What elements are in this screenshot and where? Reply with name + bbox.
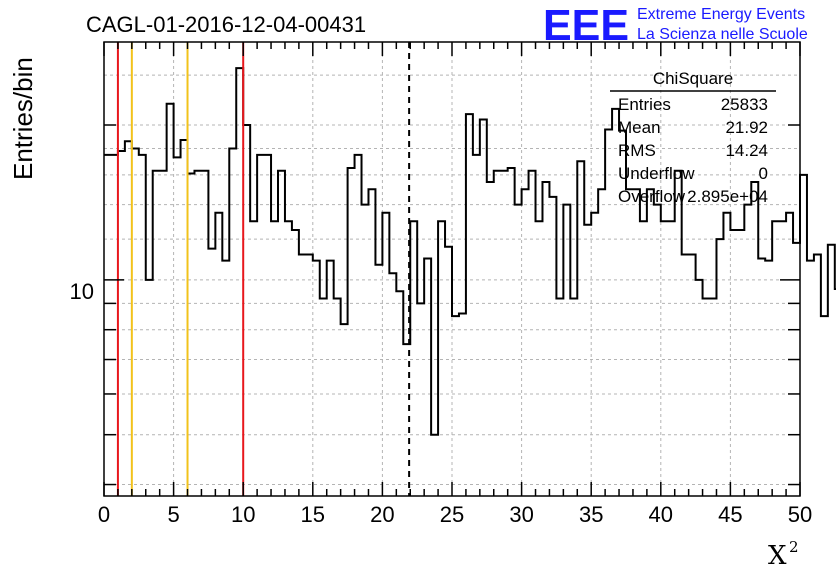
stats-title: ChiSquare	[653, 69, 733, 88]
x-axis-label-main: X	[768, 541, 787, 571]
axis-ticks	[103, 42, 801, 496]
grid-lines	[104, 42, 800, 496]
histogram-outline	[104, 67, 836, 436]
stats-label-underflow: Underflow	[618, 164, 695, 183]
x-tick-label-10: 10	[231, 502, 255, 527]
chart-title: CAGL-01-2016-12-04-00431	[86, 12, 366, 37]
logo-letters: EEE	[543, 1, 629, 50]
x-tick-label-15: 15	[301, 502, 325, 527]
stats-label-mean: Mean	[618, 118, 661, 137]
stats-box: ChiSquare Entries 25833 Mean 21.92 RMS 1…	[610, 69, 776, 206]
x-tick-label-40: 40	[649, 502, 673, 527]
logo-line-2: La Scienza nelle Scuole	[637, 26, 808, 43]
y-axis-label: Entries/bin	[8, 57, 38, 180]
x-tick-label-25: 25	[440, 502, 464, 527]
x-tick-label-0: 0	[98, 502, 110, 527]
stats-value-mean: 21.92	[725, 118, 768, 137]
stats-label-overflow: Overflow	[618, 187, 686, 206]
x-tick-label-50: 50	[788, 502, 812, 527]
x-tick-label-45: 45	[718, 502, 742, 527]
x-axis-label: X 2	[768, 538, 799, 571]
x-tick-label-30: 30	[509, 502, 533, 527]
reference-lines	[116, 42, 411, 496]
x-tick-label-35: 35	[579, 502, 603, 527]
stats-label-rms: RMS	[618, 141, 656, 160]
x-tick-label-20: 20	[370, 502, 394, 527]
x-tick-labels: 0 5 10 15 20 25 30 35 40 45 50	[98, 502, 812, 527]
stats-value-overflow: 2.895e+04	[687, 187, 768, 206]
x-tick-label-5: 5	[167, 502, 179, 527]
stats-value-underflow: 0	[759, 164, 768, 183]
y-tick-label-10: 10	[70, 279, 94, 304]
stats-label-entries: Entries	[618, 95, 671, 114]
stats-value-rms: 14.24	[725, 141, 768, 160]
eee-logo: EEE Extreme Energy Events La Scienza nel…	[543, 1, 808, 50]
logo-line-1: Extreme Energy Events	[637, 6, 805, 23]
stats-value-entries: 25833	[721, 95, 768, 114]
x-axis-label-superscript: 2	[789, 538, 799, 556]
